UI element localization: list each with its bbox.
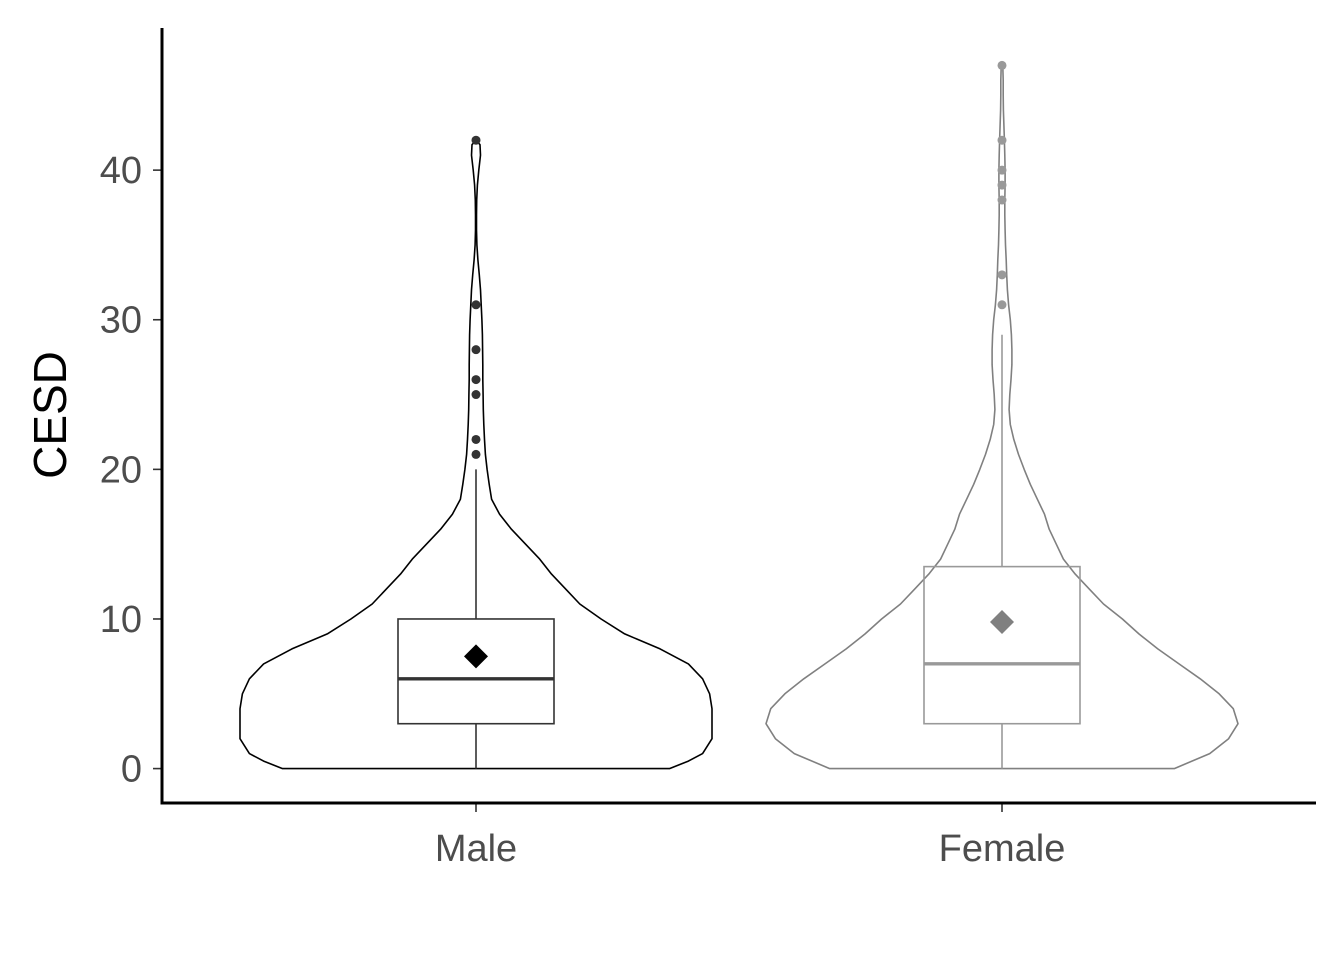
outlier-point-female-4 <box>997 165 1007 175</box>
x-tick-label-female: Female <box>939 828 1066 870</box>
outlier-point-female-0 <box>997 300 1007 310</box>
y-tick-label-0: 0 <box>121 749 142 791</box>
outlier-point-male-2 <box>471 390 481 400</box>
outlier-point-female-1 <box>997 270 1007 280</box>
outlier-point-male-6 <box>471 135 481 145</box>
outlier-point-female-2 <box>997 195 1007 205</box>
y-tick-label-40: 40 <box>100 150 142 192</box>
y-tick-label-20: 20 <box>100 449 142 491</box>
outlier-point-female-6 <box>997 60 1007 70</box>
x-tick-label-male: Male <box>435 828 517 870</box>
y-tick-label-10: 10 <box>100 599 142 641</box>
outlier-point-male-0 <box>471 449 481 459</box>
mean-marker-female <box>990 609 1014 634</box>
axes: Male Female 0 10 20 30 40 <box>100 28 1316 870</box>
box-male <box>397 618 555 725</box>
plot-area <box>239 60 1239 770</box>
group-male <box>239 135 713 770</box>
outlier-point-female-5 <box>997 135 1007 145</box>
y-axis-title: CESD <box>24 351 76 479</box>
mean-marker-male <box>464 644 488 669</box>
outlier-point-male-3 <box>471 375 481 385</box>
outlier-point-male-1 <box>471 434 481 444</box>
y-tick-label-30: 30 <box>100 300 142 342</box>
outlier-point-male-4 <box>471 345 481 355</box>
outlier-point-male-5 <box>471 300 481 310</box>
group-female <box>765 60 1239 770</box>
outlier-point-female-3 <box>997 180 1007 190</box>
box-female <box>923 565 1081 725</box>
